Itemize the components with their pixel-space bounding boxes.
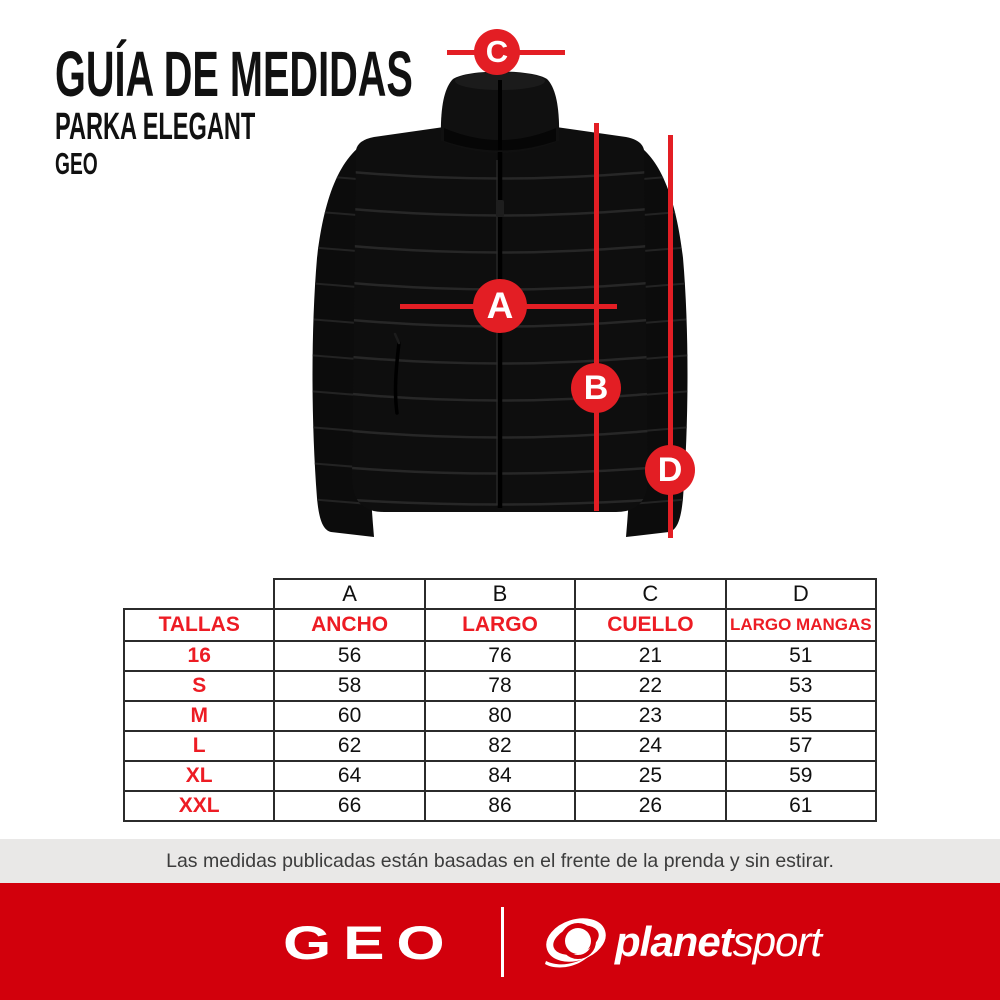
footer-divider: [501, 907, 504, 977]
table-cell: 59: [724, 760, 878, 792]
table-cell: 86: [423, 790, 577, 822]
size-label: XL: [122, 760, 276, 792]
brand-name: GEO: [55, 146, 98, 181]
sport-word: sport: [732, 918, 822, 965]
size-label: XXL: [122, 790, 276, 822]
letter-col-d: D: [724, 578, 878, 610]
table-cell: 61: [724, 790, 878, 822]
table-cell: 25: [574, 760, 727, 792]
planet-word: planet: [615, 918, 734, 965]
measure-line-d: [668, 135, 673, 538]
table-cell: 55: [724, 700, 878, 732]
size-label: L: [122, 730, 276, 762]
table-cell: 56: [273, 640, 426, 672]
planetsport-wordmark: planetsport: [615, 914, 822, 970]
table-cell: 76: [423, 640, 577, 672]
letter-header-row: A B C D: [124, 578, 878, 610]
table-cell: 80: [423, 700, 577, 732]
table-cell: 23: [574, 700, 727, 732]
table-cell: 22: [574, 670, 727, 702]
marker-d: D: [645, 445, 695, 495]
zipper-pull: [496, 200, 504, 217]
col-header-ancho: ANCHO: [273, 608, 426, 642]
table-row: S 58 78 22 53: [122, 670, 878, 702]
size-label: 16: [122, 640, 276, 672]
size-table: A B C D TALLAS ANCHO LARGO CUELLO LARGO …: [122, 578, 878, 822]
table-row: L 62 82 24 57: [122, 730, 878, 762]
col-header-largo: LARGO: [423, 608, 577, 642]
table-cell: 51: [724, 640, 878, 672]
marker-b-label: B: [583, 368, 609, 407]
letter-col-c: C: [574, 578, 727, 610]
table-cell: 57: [724, 730, 878, 762]
table-cell: 26: [574, 790, 727, 822]
table-cell: 58: [273, 670, 426, 702]
marker-c-label: C: [485, 34, 509, 69]
size-label: M: [122, 700, 276, 732]
table-cell: 64: [273, 760, 426, 792]
pocket-zipper: [393, 341, 401, 415]
planet-icon: [545, 918, 606, 968]
table-cell: 82: [423, 730, 577, 762]
marker-d-label: D: [657, 450, 683, 489]
marker-a-label: A: [486, 285, 514, 326]
column-header-row: TALLAS ANCHO LARGO CUELLO LARGO MANGAS: [122, 608, 878, 642]
table-cell: 24: [574, 730, 727, 762]
size-label: S: [122, 670, 276, 702]
col-header-tallas: TALLAS: [122, 608, 276, 642]
table-cell: 21: [574, 640, 727, 672]
col-header-largo-mangas: LARGO MANGAS: [724, 608, 878, 642]
table-row: XL 64 84 25 59: [122, 760, 878, 792]
planetsport-logo: planetsport: [543, 913, 822, 971]
letter-col-b: B: [423, 578, 577, 610]
product-name: PARKA ELEGANT: [55, 106, 256, 148]
table-cell: 66: [273, 790, 426, 822]
letter-col-a: A: [273, 578, 426, 610]
table-row: M 60 80 23 55: [122, 700, 878, 732]
table-cell: 62: [273, 730, 426, 762]
page-title: GUÍA DE MEDIDAS: [55, 38, 413, 110]
table-row: XXL 66 86 26 61: [122, 790, 878, 822]
marker-a: A: [473, 279, 527, 333]
table-cell: 78: [423, 670, 577, 702]
marker-b: B: [571, 363, 621, 413]
table-cell: 60: [273, 700, 426, 732]
measure-line-b: [594, 123, 599, 511]
marker-c: C: [474, 29, 520, 75]
table-cell: 53: [724, 670, 878, 702]
footer: GEO planetsport: [0, 883, 1000, 1000]
col-header-cuello: CUELLO: [574, 608, 727, 642]
note-text: Las medidas publicadas están basadas en …: [166, 849, 834, 872]
title-block: GUÍA DE MEDIDAS PARKA ELEGANT GEO: [55, 42, 632, 179]
note-bar: Las medidas publicadas están basadas en …: [0, 839, 1000, 883]
table-row: 16 56 76 21 51: [122, 640, 878, 672]
geo-logo: GEO: [283, 916, 457, 969]
table-cell: 84: [423, 760, 577, 792]
